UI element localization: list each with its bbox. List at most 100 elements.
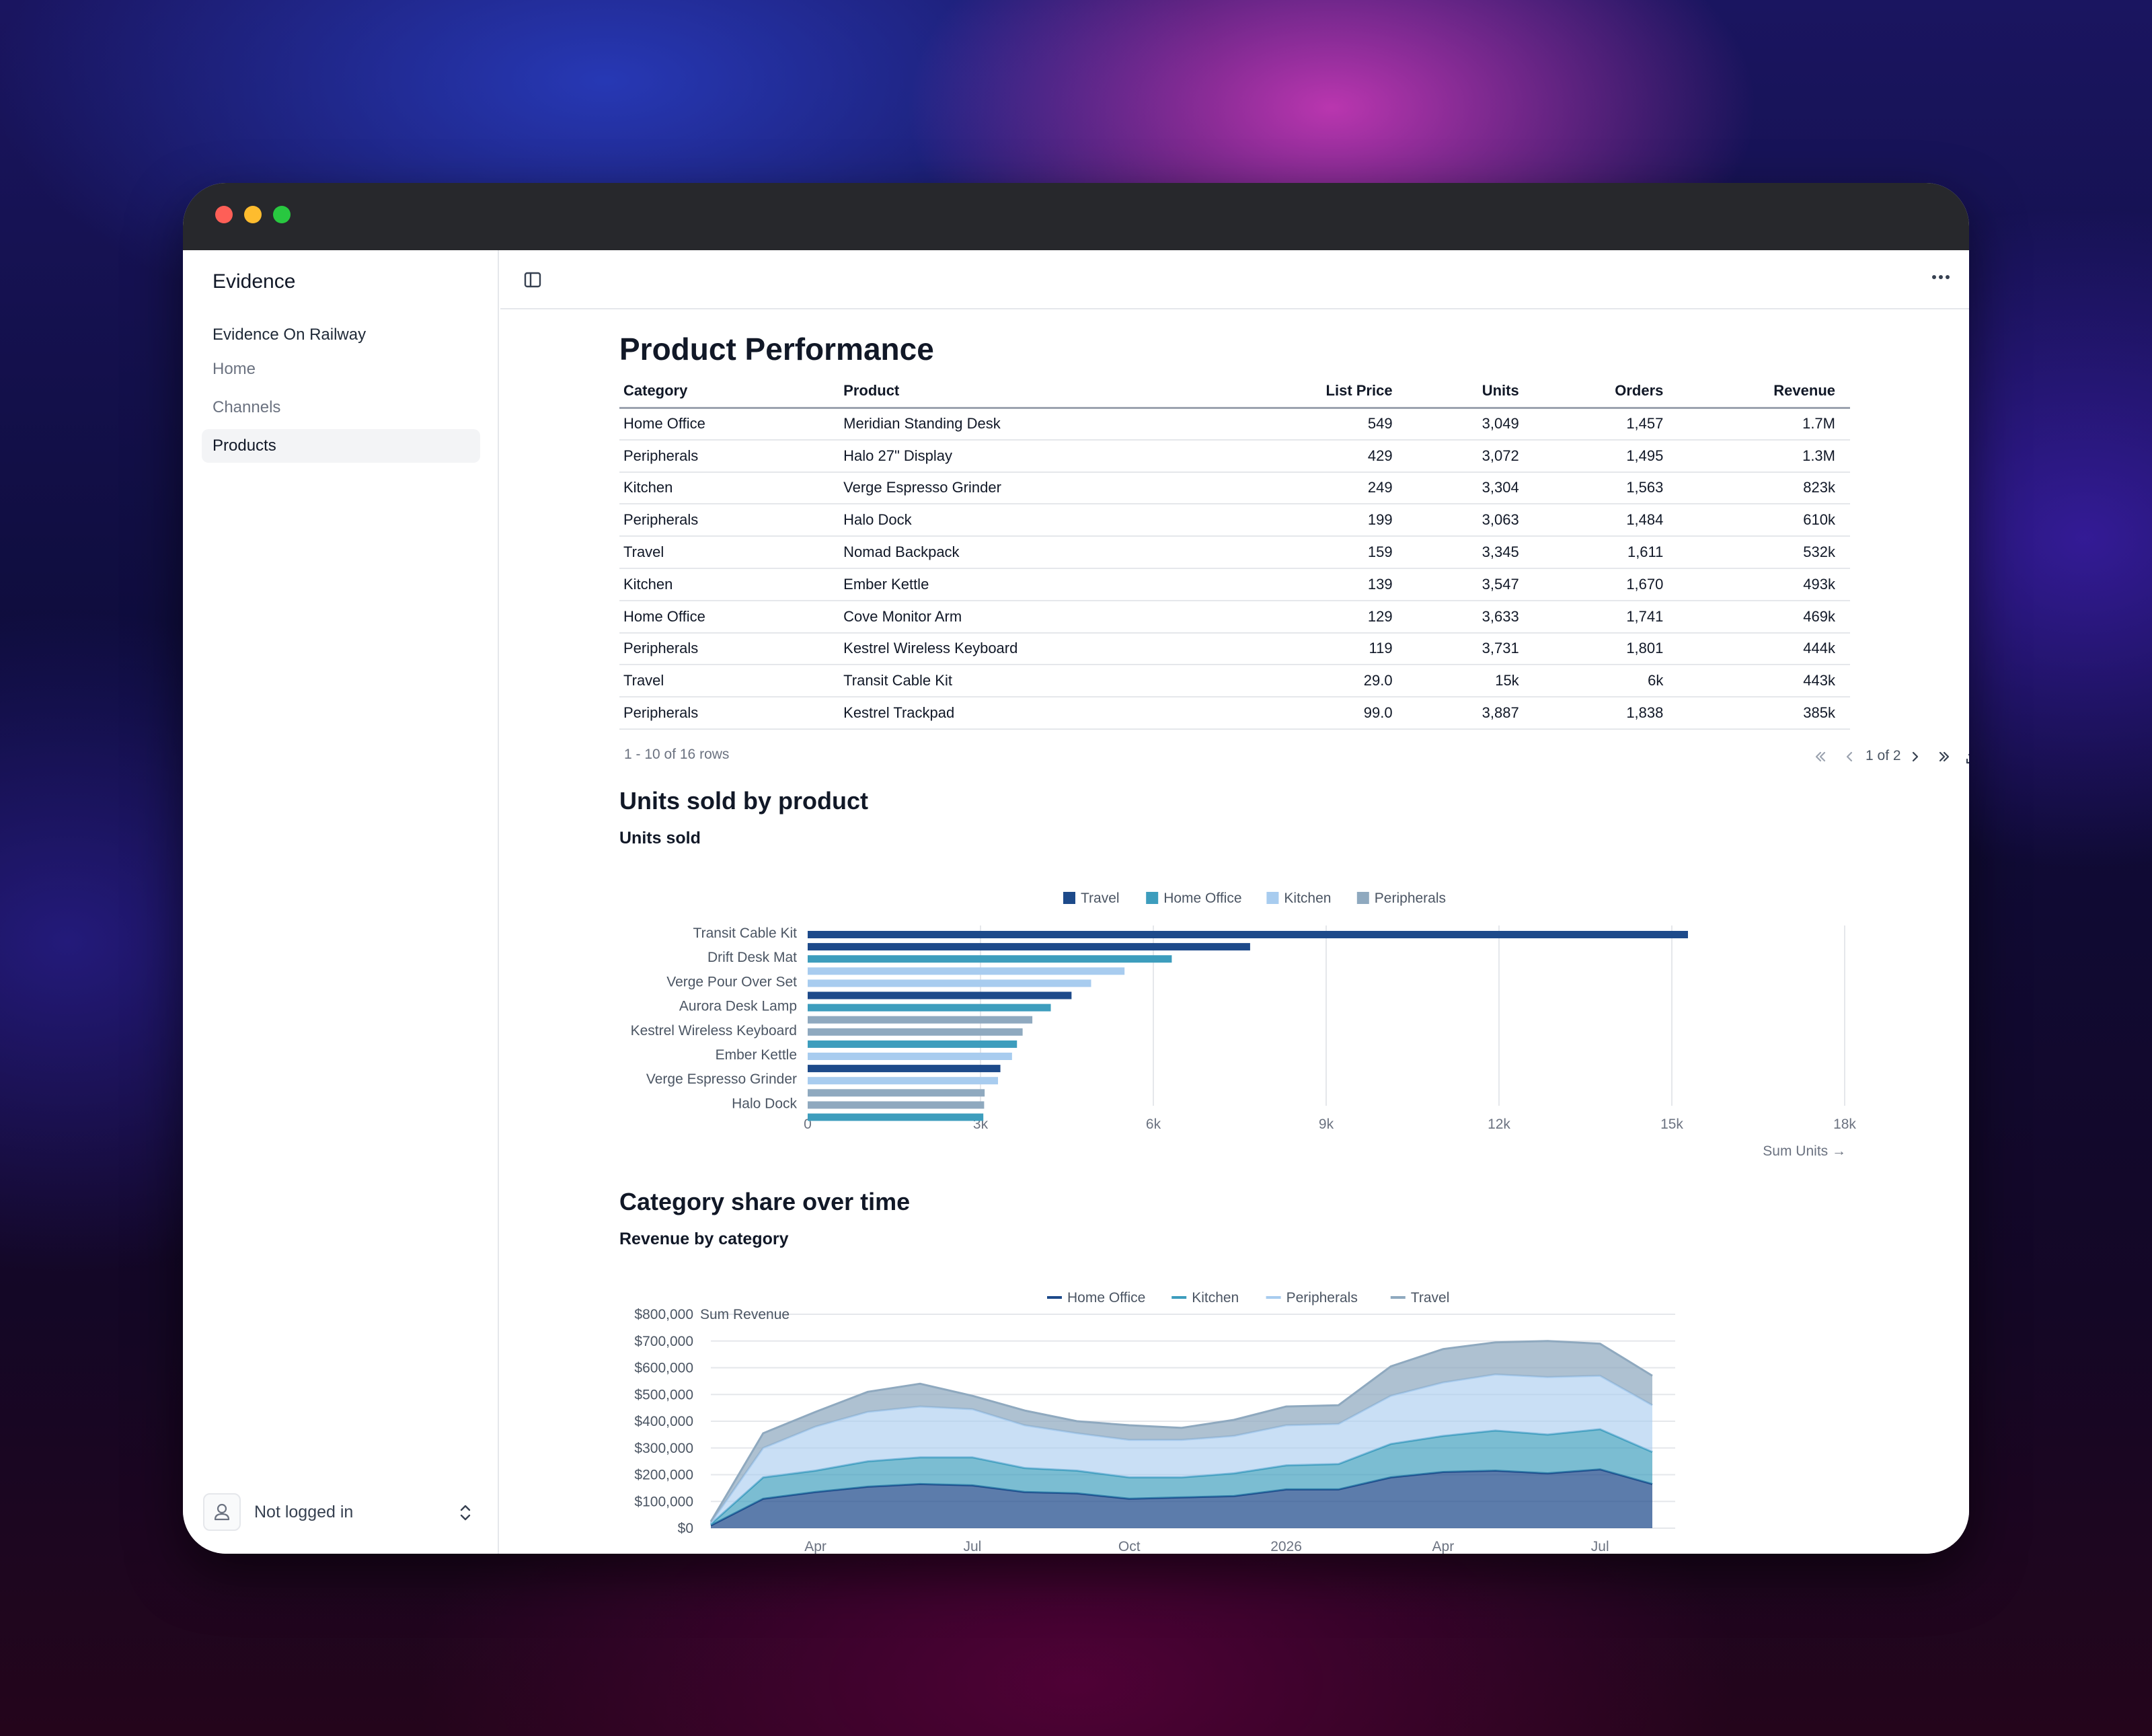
- legend-label: Travel: [1411, 1290, 1450, 1306]
- table-cell-revenue: 385k: [1678, 697, 1850, 730]
- download-icon[interactable]: [1964, 747, 1969, 765]
- table-cell-list-price: 199: [1245, 504, 1408, 537]
- legend-swatch: [1356, 892, 1369, 904]
- table-cell-list-price: 29.0: [1245, 665, 1408, 698]
- table-cell-units: 3,072: [1407, 439, 1534, 473]
- table-body: Home Office Meridian Standing Desk 549 3,04…: [619, 408, 1850, 730]
- bar-peripherals: [808, 1016, 1033, 1024]
- table-cell-revenue: 469k: [1678, 600, 1850, 634]
- table-row[interactable]: Peripherals Halo Dock 199 3,063 1,484 610k: [619, 504, 1850, 537]
- page-content: Product Performance Category Product Lis…: [500, 309, 1969, 1554]
- legend-label: Peripherals: [1286, 1290, 1358, 1306]
- legend-label: Home Office: [1163, 891, 1241, 906]
- x-tick-label: 9k: [1319, 1117, 1334, 1132]
- y-category-label: Verge Espresso Grinder: [646, 1071, 797, 1087]
- col-product-header[interactable]: Product: [839, 375, 1245, 409]
- table-cell-product: Kestrel Trackpad: [839, 697, 1245, 730]
- prev-page-icon[interactable]: [1841, 748, 1859, 765]
- sidebar-item-products[interactable]: Products: [202, 429, 480, 463]
- x-tick-label: Jul: [1591, 1539, 1609, 1554]
- y-category-label: Verge Pour Over Set: [666, 974, 797, 989]
- y-category-label: Transit Cable Kit: [693, 926, 798, 941]
- table-row[interactable]: Kitchen Ember Kettle 139 3,547 1,670 493k: [619, 568, 1850, 601]
- nav-section-title[interactable]: Evidence On Railway: [213, 326, 367, 344]
- x-tick-label: Jul: [963, 1539, 981, 1554]
- x-tick-label: Apr: [804, 1539, 827, 1554]
- x-tick-label: 18k: [1833, 1117, 1856, 1132]
- table-row[interactable]: Travel Transit Cable Kit 29.0 15k 6k 443k: [619, 665, 1850, 698]
- table-cell-list-price: 129: [1245, 600, 1408, 634]
- col-category-header[interactable]: Category: [619, 375, 840, 409]
- table-row[interactable]: Peripherals Kestrel Wireless Keyboard 119 3…: [619, 632, 1850, 666]
- table-cell-units: 3,049: [1407, 408, 1534, 441]
- table-cell-revenue: 444k: [1678, 632, 1850, 666]
- line-peripherals: [709, 1373, 1653, 1523]
- main-area: Product Performance Category Product Lis…: [500, 250, 1969, 1554]
- legend-item-travel: Travel: [1390, 1290, 1450, 1306]
- area-home-office: [711, 1469, 1652, 1528]
- x-tick-label: 6k: [1146, 1117, 1161, 1132]
- minimize-window-button[interactable]: [244, 206, 262, 223]
- col-orders-header[interactable]: Orders: [1533, 375, 1679, 409]
- legend-label: Peripherals: [1375, 891, 1446, 906]
- table-row[interactable]: Peripherals Kestrel Trackpad 99.0 3,887 1,83…: [619, 697, 1850, 730]
- col-revenue-header[interactable]: Revenue: [1678, 375, 1850, 409]
- more-options-icon[interactable]: [1931, 273, 1950, 281]
- first-page-icon[interactable]: [1812, 748, 1829, 765]
- y-tick-label: $100,000: [634, 1494, 693, 1509]
- legend-label: Travel: [1081, 891, 1120, 906]
- user-menu[interactable]: Not logged in: [202, 1493, 480, 1532]
- y-category-label: Aurora Desk Lamp: [679, 999, 797, 1014]
- table-row[interactable]: Home Office Cove Monitor Arm 129 3,633 1,741…: [619, 600, 1850, 634]
- legend-item-kitchen: Kitchen: [1171, 1290, 1239, 1306]
- table-cell-orders: 1,563: [1533, 471, 1679, 505]
- close-window-button[interactable]: [215, 206, 233, 223]
- y-tick-label: $400,000: [634, 1414, 693, 1429]
- table-cell-orders: 1,457: [1533, 408, 1679, 441]
- table-cell-orders: 1,838: [1533, 697, 1679, 730]
- table-cell-list-price: 119: [1245, 632, 1408, 666]
- bar-peripherals: [808, 1101, 985, 1109]
- table-cell-list-price: 139: [1245, 568, 1408, 601]
- maximize-window-button[interactable]: [273, 206, 291, 223]
- table-cell-list-price: 159: [1245, 536, 1408, 569]
- table-cell-revenue: 610k: [1678, 504, 1850, 537]
- table-cell-revenue: 1.3M: [1678, 439, 1850, 473]
- y-tick-label: $700,000: [634, 1334, 693, 1349]
- table-row[interactable]: Home Office Meridian Standing Desk 549 3,04…: [619, 408, 1850, 441]
- legend-item-travel: Travel: [1063, 891, 1120, 906]
- sidebar-item-home[interactable]: Home: [213, 360, 256, 378]
- table-cell-category: Travel: [619, 665, 840, 698]
- legend-label: Kitchen: [1284, 891, 1331, 906]
- user-icon: [203, 1493, 241, 1531]
- sidebar-toggle-icon[interactable]: [523, 270, 542, 289]
- table-cell-orders: 1,495: [1533, 439, 1679, 473]
- legend-item-kitchen: Kitchen: [1266, 891, 1331, 906]
- table-cell-category: Kitchen: [619, 568, 840, 601]
- units-section-heading: Units sold by product: [619, 787, 869, 815]
- table-cell-revenue: 1.7M: [1678, 408, 1850, 441]
- brand-name[interactable]: Evidence: [213, 270, 296, 293]
- share-section-heading: Category share over time: [619, 1188, 911, 1215]
- bar-kitchen: [808, 967, 1125, 975]
- table-row[interactable]: Peripherals Halo 27" Display 429 3,072 1,495…: [619, 439, 1850, 473]
- col-list-price-header[interactable]: List Price: [1245, 375, 1408, 409]
- table-cell-product: Halo 27" Display: [839, 439, 1245, 473]
- next-page-icon[interactable]: [1906, 748, 1923, 765]
- table-row[interactable]: Kitchen Verge Espresso Grinder 249 3,304 1,5…: [619, 471, 1850, 505]
- bar-peripherals: [808, 1028, 1023, 1036]
- col-units-header[interactable]: Units: [1407, 375, 1534, 409]
- last-page-icon[interactable]: [1935, 748, 1953, 765]
- table-cell-units: 3,633: [1407, 600, 1534, 634]
- page-title: Product Performance: [619, 332, 934, 367]
- bar-kitchen: [808, 1077, 999, 1085]
- table-row[interactable]: Travel Nomad Backpack 159 3,345 1,611 532k: [619, 536, 1850, 569]
- page-indicator: 1 of 2: [1866, 748, 1901, 763]
- table-cell-category: Kitchen: [619, 471, 840, 505]
- table-cell-product: Kestrel Wireless Keyboard: [839, 632, 1245, 666]
- sidebar-item-channels[interactable]: Channels: [213, 398, 281, 416]
- y-tick-label: $200,000: [634, 1468, 693, 1483]
- table-cell-orders: 1,670: [1533, 568, 1679, 601]
- table-cell-revenue: 493k: [1678, 568, 1850, 601]
- x-tick-label: 12k: [1488, 1117, 1510, 1132]
